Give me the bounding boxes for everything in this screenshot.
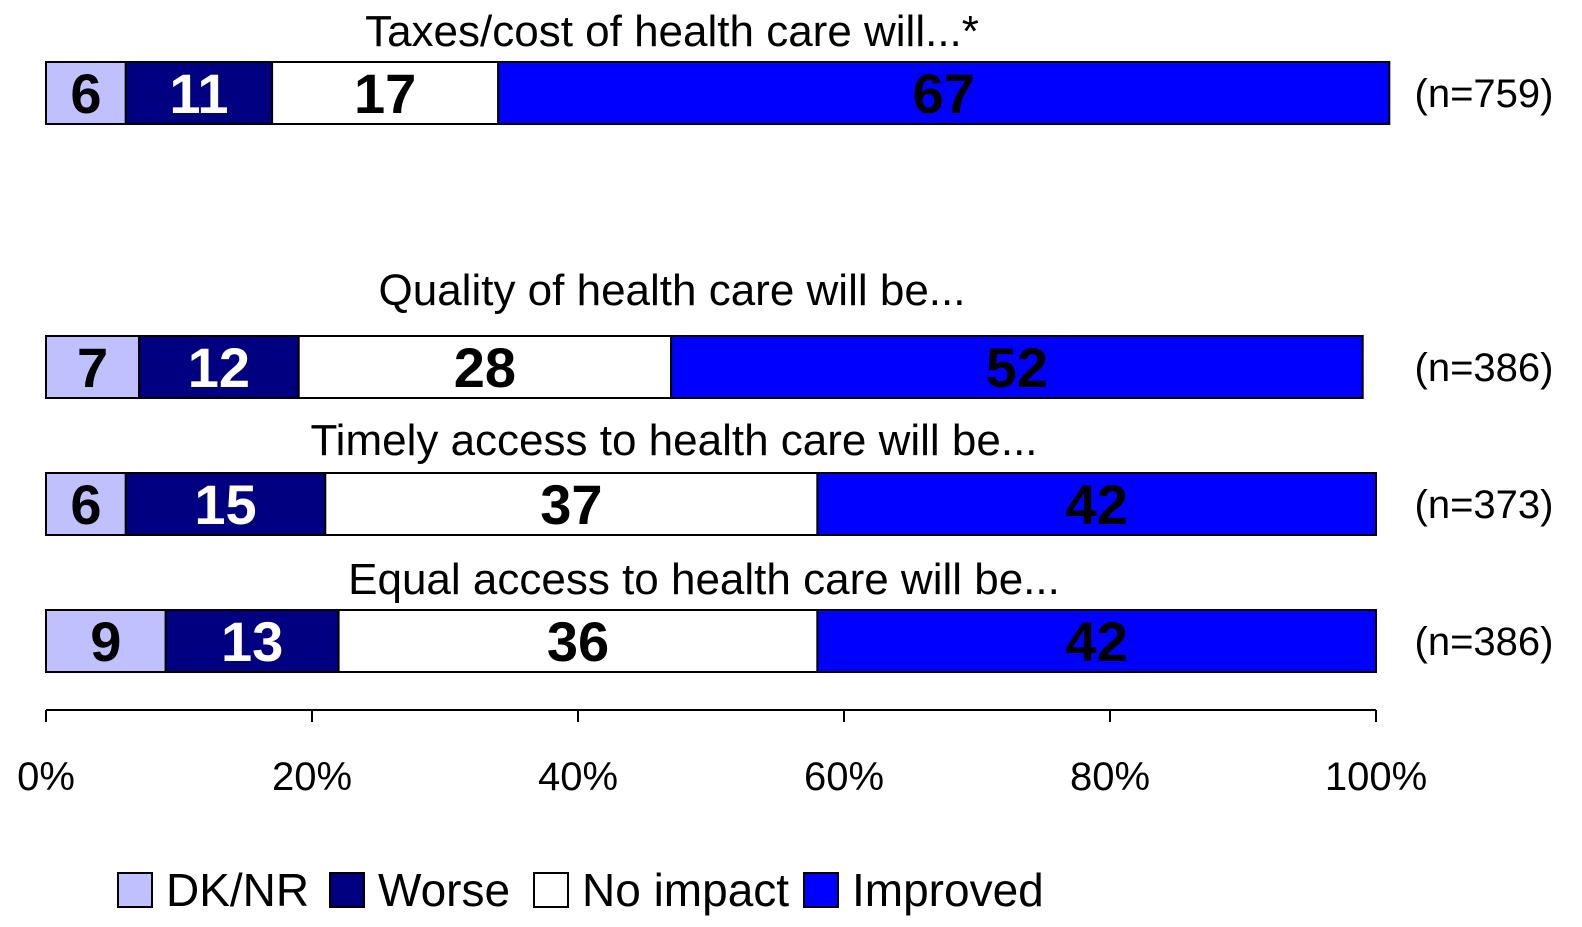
data-label: 12	[188, 336, 250, 399]
row-title: Timely access to health care will be...	[310, 416, 1037, 465]
legend-item-worse: Worse	[329, 864, 510, 916]
legend-swatch	[803, 872, 839, 908]
data-label: 42	[1066, 473, 1128, 536]
bar-segment-worse	[124, 61, 274, 125]
legend-item-no-impact: No impact	[533, 864, 789, 916]
legend-item-improved: Improved	[803, 864, 1044, 916]
legend-label: No impact	[582, 864, 789, 916]
bar-segment-improved	[816, 472, 1377, 536]
data-label: 67	[913, 62, 975, 125]
data-label: 7	[77, 336, 108, 399]
legend-swatch	[117, 872, 153, 908]
legend-label: Worse	[378, 864, 510, 916]
bar-segment-worse	[124, 472, 327, 536]
data-label: 6	[70, 473, 101, 536]
row-title: Taxes/cost of health care will...*	[365, 7, 979, 56]
sample-size-label: (n=386)	[1415, 620, 1554, 664]
data-label: 9	[90, 610, 121, 673]
row-title: Equal access to health care will be...	[348, 555, 1060, 604]
bar-segment-dk-nr	[45, 61, 127, 125]
bar-segment-worse	[138, 335, 300, 399]
legend-label: DK/NR	[166, 864, 309, 916]
data-label: 28	[454, 336, 516, 399]
x-tick-label: 20%	[272, 755, 352, 799]
data-label: 42	[1066, 610, 1128, 673]
bar-segment-improved	[670, 335, 1364, 399]
legend-swatch	[533, 872, 569, 908]
legend: DK/NR Worse No impact Improved	[117, 864, 1044, 916]
bar-segment-no-impact	[271, 61, 500, 125]
x-tick-label: 0%	[17, 755, 75, 799]
bar-segment-no-impact	[297, 335, 673, 399]
bar-segment-worse	[164, 609, 340, 673]
x-axis: 0% 20% 40% 60% 80% 100%	[17, 709, 1427, 799]
data-label: 15	[194, 473, 256, 536]
bar-row: Timely access to health care will be... 6…	[45, 416, 1554, 536]
x-tick-label: 80%	[1070, 755, 1150, 799]
x-tick-label: 40%	[538, 755, 618, 799]
data-label: 17	[354, 62, 416, 125]
x-tick-label: 60%	[804, 755, 884, 799]
legend-swatch	[329, 872, 365, 908]
bar-segment-dk-nr	[45, 335, 141, 399]
legend-label: Improved	[852, 864, 1044, 916]
data-label: 52	[986, 336, 1048, 399]
bar-segment-dk-nr	[45, 609, 167, 673]
bar-segment-dk-nr	[45, 472, 127, 536]
bar-row: Quality of health care will be... 7 12 28 52…	[45, 266, 1554, 399]
data-label: 37	[540, 473, 602, 536]
chart-rows: Taxes/cost of health care will...* 6 11 17 6…	[45, 7, 1554, 673]
data-label: 6	[70, 62, 101, 125]
bar-row: Taxes/cost of health care will...* 6 11 17 6…	[45, 7, 1554, 125]
sample-size-label: (n=373)	[1415, 483, 1554, 527]
sample-size-label: (n=386)	[1415, 346, 1554, 390]
data-label: 36	[547, 610, 609, 673]
bar-segment-improved	[816, 609, 1377, 673]
data-label: 13	[221, 610, 283, 673]
data-label: 11	[169, 62, 228, 125]
row-title: Quality of health care will be...	[379, 266, 966, 315]
sample-size-label: (n=759)	[1415, 72, 1554, 116]
bar-segment-improved	[497, 61, 1391, 125]
x-tick-label: 100%	[1325, 755, 1427, 799]
bar-row: Equal access to health care will be... 9 1…	[45, 555, 1554, 673]
legend-item-dk-nr: DK/NR	[117, 864, 309, 916]
